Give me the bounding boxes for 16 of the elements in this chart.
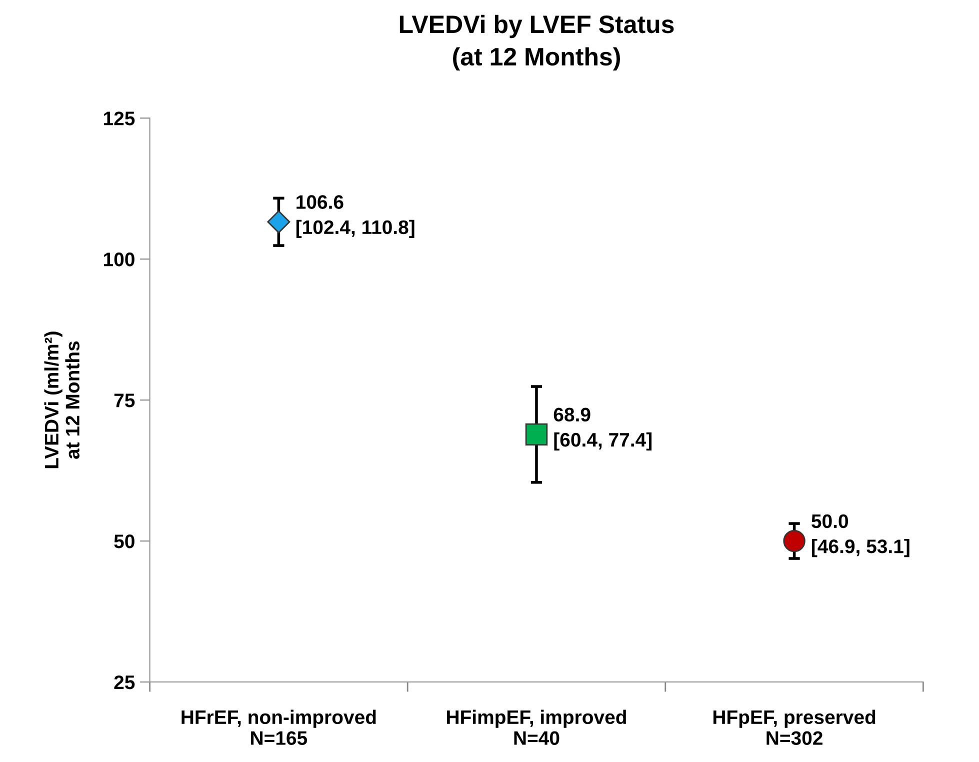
x-tick-label: HFpEF, preserved N=302 [713,710,876,746]
y-axis-title: LVEDVi (ml/m²) at 12 Months [44,332,80,468]
x-tick-label: HFrEF, non-improved N=165 [182,710,376,745]
data-label: 50.0 [46.9, 53.1] [812,514,910,558]
data-label: 106.6 [102.4, 110.8] [296,195,414,238]
point [783,530,806,552]
point [267,210,290,234]
x-tick-label: HFimpEF, improved N=40 [447,710,626,745]
y-tick-label: 100 [104,252,134,266]
y-tick-label: 75 [114,394,135,408]
data-label: 68.9 [60.4, 77.4] [554,408,652,451]
point [525,423,548,446]
y-tick-label: 25 [114,675,135,690]
y-tick-label: 50 [114,534,134,548]
y-tick-label: 125 [104,112,135,126]
chart-title: LVEDVi by LVEF Status (at 12 Months) [400,14,674,71]
